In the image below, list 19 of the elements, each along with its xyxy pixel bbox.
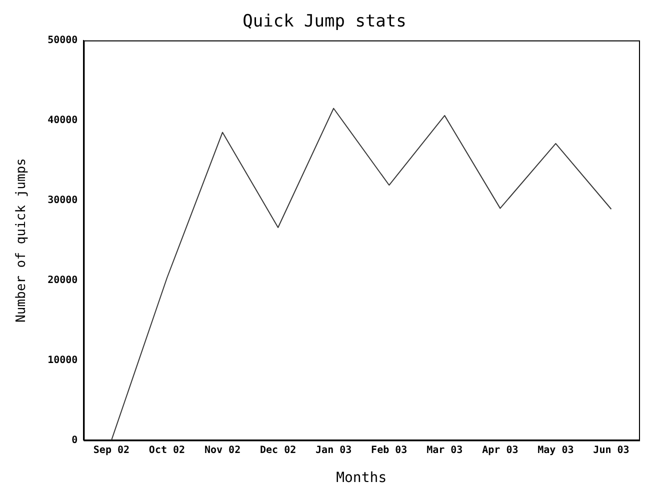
chart-title: Quick Jump stats — [242, 12, 406, 32]
x-tick-label: Mar 03 — [426, 444, 463, 456]
y-tick-label: 50000 — [48, 34, 78, 46]
x-tick-label: Dec 02 — [260, 444, 296, 456]
y-tick-label: 30000 — [48, 194, 78, 206]
x-tick-label: Jan 03 — [316, 444, 352, 456]
x-tick-label: Oct 02 — [148, 444, 186, 456]
y-axis-title: Number of quick jumps — [14, 158, 30, 322]
x-tick-label: May 03 — [538, 444, 574, 456]
y-tick-label: 10000 — [48, 354, 78, 366]
y-tick-label: 0 — [72, 434, 78, 446]
x-tick-label: Sep 02 — [93, 444, 130, 456]
x-axis-title: Months — [336, 470, 387, 486]
y-tick-label: 20000 — [48, 274, 78, 286]
x-tick-label: Feb 03 — [371, 444, 408, 456]
x-tick-label: Jun 03 — [593, 444, 630, 456]
x-tick-label: Nov 02 — [204, 444, 241, 456]
x-tick-label: Apr 03 — [482, 444, 518, 456]
y-tick-label: 40000 — [48, 114, 78, 126]
